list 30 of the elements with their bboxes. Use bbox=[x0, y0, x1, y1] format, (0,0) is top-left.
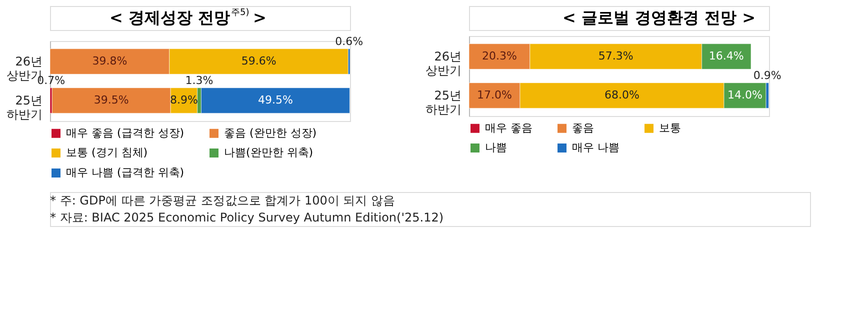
data-label: 0.6% bbox=[335, 34, 364, 48]
data-label: 68.0% bbox=[604, 88, 640, 102]
data-label: 14.0% bbox=[728, 88, 762, 102]
data-label: 39.5% bbox=[94, 94, 129, 107]
data-label: 39.8% bbox=[92, 54, 128, 68]
text: * 주: GDP에 따른 가중평균 조정값으로 합계가 100이 되지 않음 bbox=[50, 194, 396, 208]
bar bbox=[201, 88, 350, 114]
data-label: 16.4% bbox=[708, 49, 744, 62]
y-tick-label: 25년 하반기 bbox=[6, 94, 42, 122]
data-label: 20.3% bbox=[482, 49, 517, 62]
legend-label: 좋음 (완만한 성장) bbox=[224, 126, 317, 140]
text: * 자료: BIAC 2025 Economic Policy Survey Autumn Edition('25.12) bbox=[50, 210, 444, 224]
legend-label: 매우 나쁨 (급격한 위축) bbox=[66, 166, 184, 179]
data-label: 49.5% bbox=[258, 94, 293, 107]
legend-label: 보통 (경기 침체) bbox=[66, 146, 148, 159]
data-label: 0.9% bbox=[753, 68, 782, 82]
legend-label: 매우 좋음 bbox=[485, 121, 532, 134]
legend-label: 나쁨 bbox=[485, 141, 507, 154]
chart-title: < 글로벌 경영환경 전망 > bbox=[562, 8, 756, 27]
legend-label: 좋음 bbox=[572, 121, 594, 134]
legend-label: 매우 나쁨 bbox=[572, 141, 620, 154]
legend-label: 나쁨(완만한 위축) bbox=[224, 146, 314, 159]
legend-label: 보통 bbox=[659, 121, 681, 134]
data-label: 1.3% bbox=[185, 74, 214, 87]
legend-label: 매우 좋음 (급격한 성장) bbox=[66, 126, 184, 140]
data-label: 59.6% bbox=[241, 54, 276, 68]
data-label: 17.0% bbox=[477, 88, 512, 102]
y-tick-label: 25년 하반기 bbox=[426, 88, 462, 117]
data-label: 57.3% bbox=[598, 49, 634, 62]
y-tick-label: 26년 상반기 bbox=[426, 49, 462, 78]
